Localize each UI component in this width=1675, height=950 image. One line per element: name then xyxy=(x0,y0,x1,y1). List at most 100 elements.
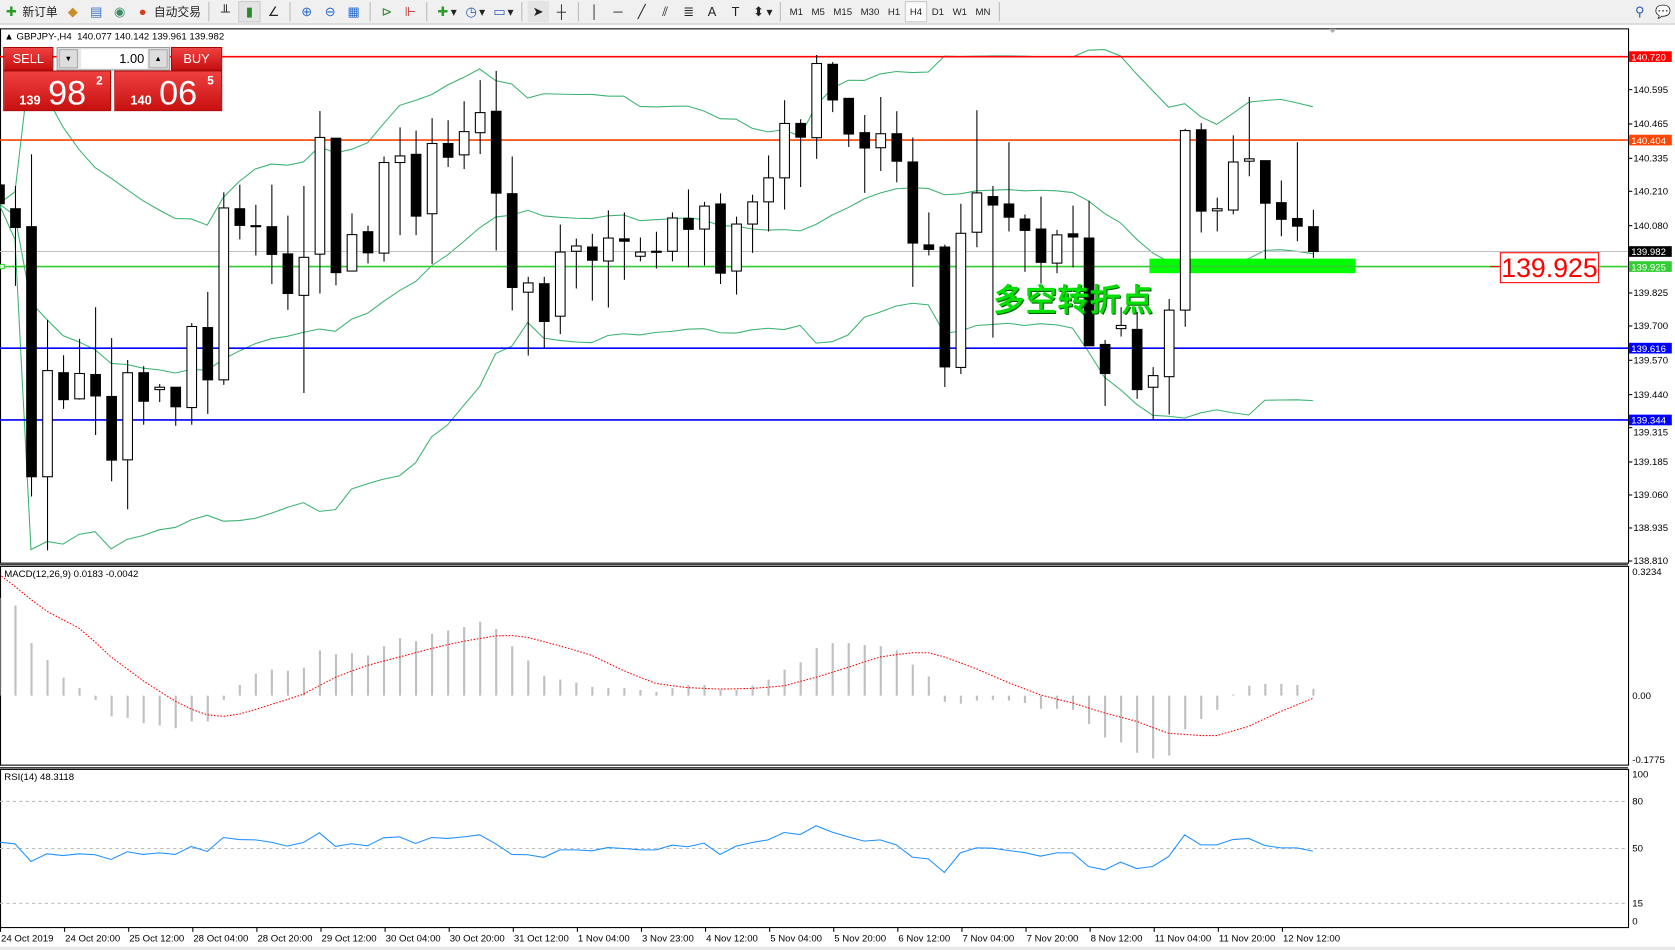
timeframe-m15[interactable]: M15 xyxy=(833,6,853,18)
lot-input[interactable] xyxy=(81,49,148,69)
lot-increase-button[interactable]: ▲ xyxy=(148,49,168,69)
sell-price[interactable]: 139 98 2 xyxy=(3,70,112,112)
text-label-button[interactable]: T xyxy=(725,1,746,22)
trendline-icon: ╱ xyxy=(637,3,646,19)
lot-stepper[interactable]: ▼ ▲ xyxy=(56,47,170,71)
candle xyxy=(731,216,742,295)
zoom-in-button[interactable]: ⊕ xyxy=(296,1,317,22)
zoom-out-button[interactable]: ⊖ xyxy=(319,1,340,22)
chart-shift-marker-icon[interactable] xyxy=(1328,28,1337,34)
macd-histogram-bar xyxy=(655,691,658,696)
search-icon: ⚲ xyxy=(1635,3,1645,19)
arrows-button[interactable]: ⬍ ▾ xyxy=(748,1,774,22)
cursor-button[interactable]: ➤ xyxy=(527,1,549,23)
macd-histogram-bar xyxy=(286,670,289,696)
auto-scroll-button[interactable]: ⊳ xyxy=(376,1,397,22)
indicators-button[interactable]: ✚ ▾ xyxy=(433,1,459,22)
vertical-line-button[interactable]: │ xyxy=(584,1,605,22)
macd-histogram-bar xyxy=(959,695,962,704)
macd-histogram-bar xyxy=(398,638,402,696)
macd-histogram-bar xyxy=(110,695,113,717)
timeframe-w1[interactable]: W1 xyxy=(952,6,968,18)
candle xyxy=(635,237,646,262)
auto-trading-button[interactable]: ● 自动交易 xyxy=(132,1,203,22)
price-tag-label: 140.720 xyxy=(1631,52,1666,63)
candle-body xyxy=(458,131,470,156)
bar-chart-button[interactable]: ╨ xyxy=(215,1,236,22)
chart-canvas[interactable]: 140.595 140.465 140.335 140.210 140.080 139.8… xyxy=(0,28,1675,950)
time-label: 30 Oct 04:00 xyxy=(386,933,441,944)
candle xyxy=(891,111,903,183)
market-watch-button[interactable]: ◆ xyxy=(62,1,83,22)
tile-windows-icon: ▦ xyxy=(347,3,360,19)
indicators-icon: ✚ xyxy=(437,3,449,19)
price-label-annotation[interactable]: 139.925 xyxy=(1499,252,1600,284)
candle xyxy=(1243,97,1255,177)
macd-histogram-bar xyxy=(1312,688,1315,696)
chat-button[interactable]: 💬 xyxy=(1653,1,1674,22)
candlestick-button[interactable]: ▮ xyxy=(238,1,261,23)
new-order-button[interactable]: ✚ 新订单 xyxy=(1,1,60,22)
candle xyxy=(1019,214,1031,272)
timeframe-d1[interactable]: D1 xyxy=(931,6,945,18)
line-anchor-icon[interactable] xyxy=(0,263,5,270)
candle xyxy=(1115,307,1127,337)
candle xyxy=(266,184,278,284)
time-label: 28 Oct 20:00 xyxy=(257,933,312,944)
timeframe-h4[interactable]: H4 xyxy=(904,1,928,23)
chart-window[interactable]: 140.595 140.465 140.335 140.210 140.080 139.8… xyxy=(0,28,1675,950)
price-tick-label: 139.570 xyxy=(1633,356,1668,367)
text-button[interactable]: A xyxy=(701,1,722,22)
candle xyxy=(603,210,614,308)
turning-point-annotation[interactable]: 多空转折点 xyxy=(993,282,1154,319)
equidistant-channel-button[interactable]: ⫽ xyxy=(654,1,675,22)
candle-body xyxy=(490,110,502,194)
navigator-button[interactable]: ▤ xyxy=(85,1,106,22)
candle xyxy=(458,101,470,170)
candle-body xyxy=(1115,324,1127,330)
collapse-icon[interactable]: ▲ xyxy=(4,30,17,42)
search-button[interactable]: ⚲ xyxy=(1629,1,1650,22)
text-icon: A xyxy=(707,3,717,19)
periods-button[interactable]: ◷ ▾ xyxy=(461,1,487,22)
templates-button[interactable]: ▭ ▾ xyxy=(493,3,514,19)
candle xyxy=(699,201,710,266)
timeframe-m5[interactable]: M5 xyxy=(811,6,825,18)
trendline-button[interactable]: ╱ xyxy=(631,1,652,22)
signals-button[interactable]: ◉ xyxy=(109,1,130,22)
candle xyxy=(154,384,166,403)
macd-signal-line xyxy=(0,574,1314,737)
crosshair-button[interactable]: ┼ xyxy=(551,1,572,22)
macd-histogram-bar xyxy=(1168,695,1171,756)
fibonacci-button[interactable]: ≣ xyxy=(678,1,699,22)
candle-body xyxy=(1259,160,1271,204)
candle-body xyxy=(1003,203,1015,218)
macd-histogram-bar xyxy=(1184,695,1187,730)
lot-decrease-button[interactable]: ▼ xyxy=(58,49,78,69)
timeframe-h1[interactable]: H1 xyxy=(887,6,901,18)
timeframe-m30[interactable]: M30 xyxy=(860,6,880,18)
macd-histogram-bar xyxy=(895,650,898,696)
line-chart-button[interactable]: ∠ xyxy=(263,1,284,22)
horizontal-line-button[interactable]: ─ xyxy=(607,1,628,22)
candle xyxy=(795,119,806,188)
candle xyxy=(218,192,230,385)
sell-button[interactable]: SELL xyxy=(3,47,54,71)
macd-histogram-bar xyxy=(1232,694,1235,696)
timeframe-m1[interactable]: M1 xyxy=(789,6,803,18)
timeframe-mn[interactable]: MN xyxy=(975,6,991,18)
candle xyxy=(554,224,566,335)
macd-histogram-bar xyxy=(1136,695,1139,753)
chart-shift-button[interactable]: ⊩ xyxy=(400,1,421,22)
templates-icon: ▭ xyxy=(493,3,506,19)
buy-button[interactable]: BUY xyxy=(170,47,223,71)
macd-histogram-bar xyxy=(735,689,738,696)
macd-histogram-bar xyxy=(927,676,930,696)
tile-windows-button[interactable]: ▦ xyxy=(343,1,364,22)
candle xyxy=(683,189,694,268)
candle-body xyxy=(26,226,37,478)
candle-body xyxy=(667,217,678,252)
buy-price[interactable]: 140 06 5 xyxy=(114,70,223,112)
candle xyxy=(346,213,358,272)
candle-body xyxy=(282,253,294,295)
